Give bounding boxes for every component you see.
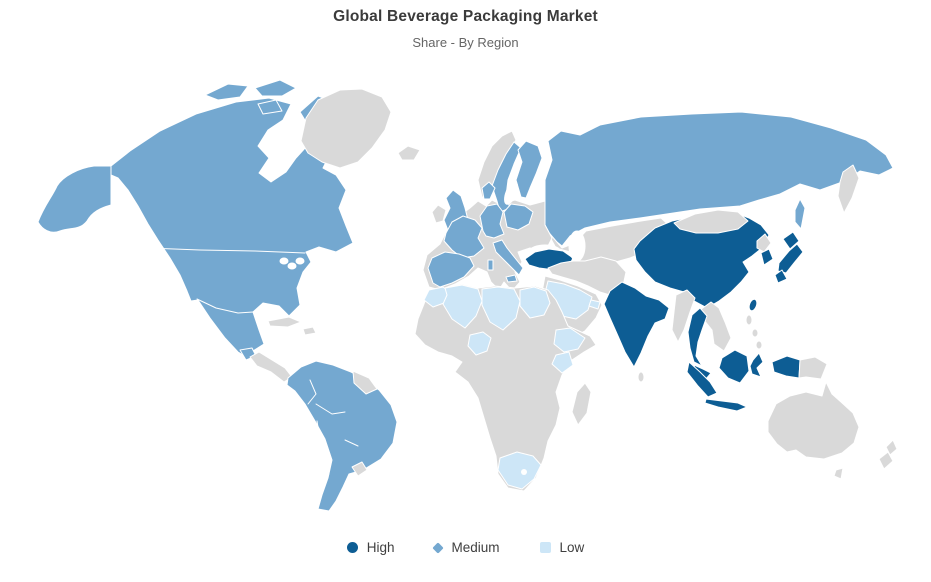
region-india[interactable] (603, 281, 670, 368)
region-ethiopia[interactable] (553, 327, 586, 353)
chart-title: Global Beverage Packaging Market (333, 8, 598, 25)
region-ireland[interactable] (431, 204, 447, 224)
great-lakes (279, 257, 305, 270)
region-japan-hokkaido[interactable] (782, 231, 800, 250)
region-indochina[interactable] (699, 301, 732, 352)
region-greenland[interactable] (300, 88, 392, 169)
region-libya[interactable] (481, 286, 521, 331)
region-arctic-island[interactable] (257, 99, 283, 115)
legend-item-low[interactable]: Low (539, 540, 585, 555)
region-france[interactable] (443, 215, 485, 259)
legend-label-low: Low (559, 540, 585, 555)
region-denmark[interactable] (481, 181, 496, 200)
region-sakhalin[interactable] (794, 198, 806, 230)
region-north-america[interactable] (110, 97, 354, 359)
region-sulawesi[interactable] (749, 352, 764, 378)
region-uruguay[interactable] (351, 461, 368, 477)
region-sardinia[interactable] (487, 259, 494, 271)
region-russia[interactable] (544, 111, 894, 247)
legend-label-high: High (366, 540, 395, 555)
region-sumatra[interactable] (686, 361, 718, 398)
region-arctic-island[interactable] (254, 79, 297, 97)
region-algeria[interactable] (442, 284, 483, 329)
region-hispaniola[interactable] (302, 326, 317, 336)
legend: High Medium Low (0, 540, 931, 555)
medium-diamond-icon (432, 541, 445, 554)
chart-header: Global Beverage Packaging Market Share -… (0, 8, 931, 50)
lesotho (521, 469, 527, 475)
region-java[interactable] (704, 398, 748, 412)
country-borders (147, 247, 306, 314)
low-square-icon (539, 542, 551, 553)
region-mongolia[interactable] (673, 209, 749, 234)
region-iceland[interactable] (397, 145, 421, 161)
region-kenya[interactable] (551, 351, 574, 374)
legend-item-medium[interactable]: Medium (432, 540, 500, 555)
region-finland[interactable] (515, 140, 543, 199)
region-nigeria[interactable] (467, 331, 492, 356)
region-tasmania[interactable] (833, 467, 844, 480)
region-myanmar[interactable] (671, 289, 696, 343)
region-guyanas[interactable] (352, 370, 378, 395)
region-sicily[interactable] (505, 274, 518, 283)
region-thailand[interactable] (687, 307, 708, 367)
region-egypt[interactable] (519, 286, 551, 319)
region-australia[interactable] (767, 381, 860, 460)
region-africa-other[interactable] (414, 283, 597, 492)
region-uae[interactable] (588, 299, 601, 310)
region-south-africa[interactable] (497, 451, 542, 490)
region-north-korea[interactable] (756, 233, 772, 253)
region-papua-new-guinea[interactable] (798, 356, 828, 380)
region-south-korea[interactable] (760, 248, 774, 266)
region-poland[interactable] (503, 203, 534, 231)
region-cuba[interactable] (267, 316, 302, 328)
country-borders (307, 379, 359, 475)
legend-item-high[interactable]: High (346, 540, 395, 555)
region-germany[interactable] (479, 203, 505, 239)
region-alaska[interactable] (37, 165, 112, 233)
region-new-zealand-south[interactable] (878, 451, 894, 470)
region-central-america[interactable] (249, 351, 293, 383)
legend-label-medium: Medium (451, 540, 500, 555)
high-circle-icon (346, 542, 358, 553)
baltic-sea (504, 181, 518, 205)
region-italy[interactable] (492, 239, 524, 276)
region-spain[interactable] (427, 251, 475, 288)
region-sri-lanka[interactable] (637, 371, 645, 383)
region-taiwan[interactable] (748, 298, 759, 312)
region-arctic-island[interactable] (204, 83, 249, 101)
caspian-sea (568, 230, 586, 262)
region-japan-kyushu[interactable] (774, 269, 788, 284)
region-kamchatka[interactable] (837, 164, 860, 214)
region-borneo[interactable] (718, 349, 750, 384)
chart-subtitle: Share - By Region (412, 35, 519, 50)
region-philippines[interactable] (745, 314, 763, 350)
region-madagascar[interactable] (571, 382, 592, 426)
region-south-america[interactable] (286, 360, 398, 512)
region-west-new-guinea[interactable] (771, 355, 801, 379)
